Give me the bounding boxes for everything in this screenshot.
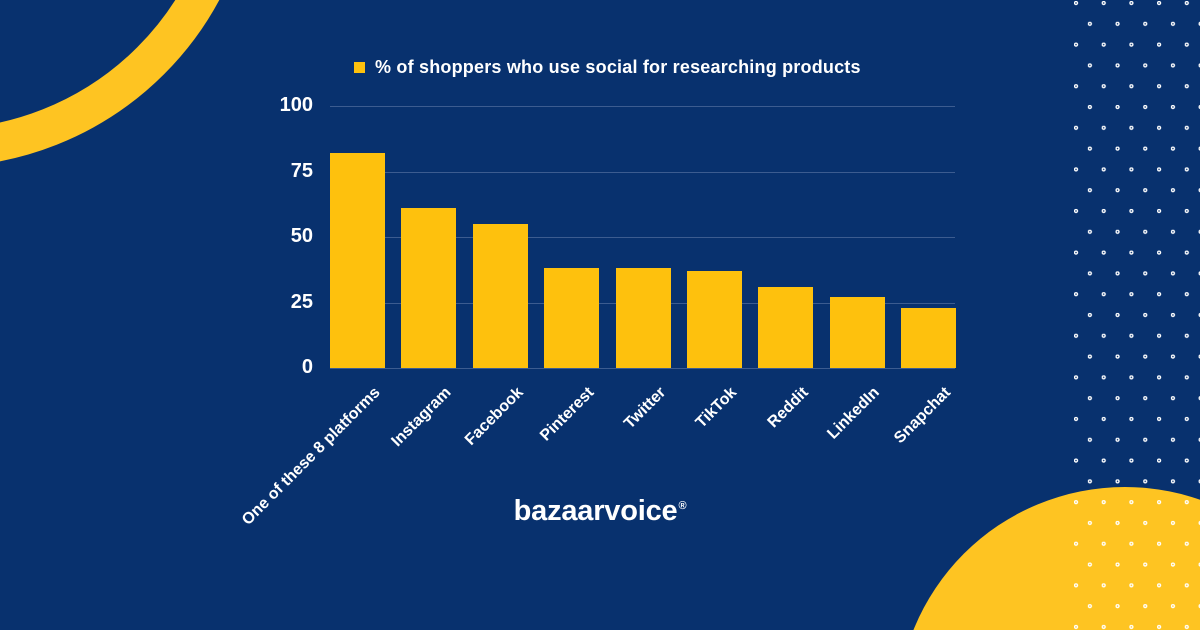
x-axis-label-instagram: Instagram xyxy=(388,384,455,451)
bar-reddit xyxy=(758,286,814,368)
gridline-y-75 xyxy=(330,171,955,173)
bar-facebook xyxy=(472,223,528,368)
bazaarvoice-logo: bazaarvoice® xyxy=(0,495,1200,528)
registered-trademark-icon: ® xyxy=(678,500,687,513)
gridline-y-50 xyxy=(330,237,955,238)
legend-label: % of shoppers who use social for researc… xyxy=(375,57,861,77)
x-axis-label-snapchat: Snapchat xyxy=(891,384,955,447)
gridline-y-0 xyxy=(330,368,955,369)
y-axis-tick-50: 50 xyxy=(290,225,313,247)
decor-dot-pattern xyxy=(1070,0,1200,630)
x-axis-label-reddit: Reddit xyxy=(764,384,812,432)
y-axis-tick-75: 75 xyxy=(290,159,313,182)
x-axis-label-facebook: Facebook xyxy=(461,384,527,449)
y-axis-tick-25: 25 xyxy=(290,290,313,313)
bar-snapchat xyxy=(901,307,956,368)
legend-swatch-icon xyxy=(354,62,365,73)
bar-one-of-these-8-platforms xyxy=(330,153,385,368)
x-axis-label-twitter: Twitter xyxy=(620,384,670,433)
logo-text: bazaarvoice xyxy=(513,495,678,527)
chart-legend: % of shoppers who use social for researc… xyxy=(354,57,861,78)
y-axis-tick-100: 100 xyxy=(279,94,313,116)
bar-pinterest xyxy=(544,268,600,368)
y-axis-tick-0: 0 xyxy=(301,356,313,378)
x-axis-label-tiktok: TikTok xyxy=(692,384,741,432)
gridline-y-100 xyxy=(330,106,955,107)
bar-instagram xyxy=(401,208,457,368)
x-axis-label-linkedin: LinkedIn xyxy=(824,384,884,443)
x-axis-label-pinterest: Pinterest xyxy=(537,384,598,445)
bar-tiktok xyxy=(686,271,742,368)
bar-linkedin xyxy=(829,297,885,368)
bar-twitter xyxy=(615,268,671,368)
